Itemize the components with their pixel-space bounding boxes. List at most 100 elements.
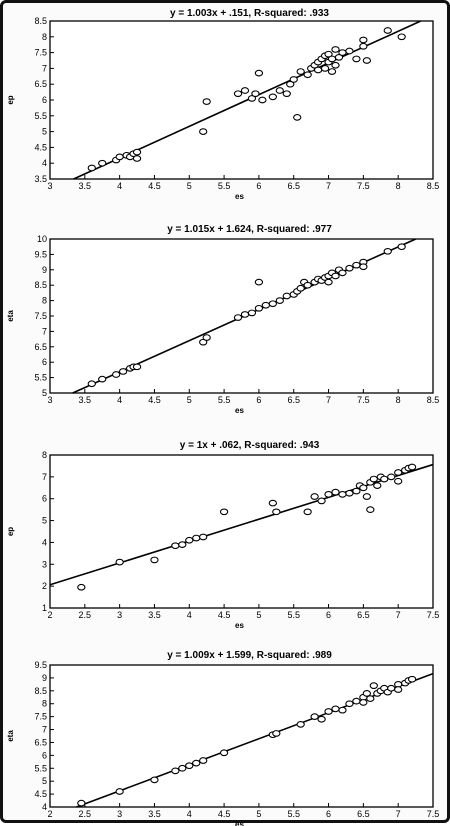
y-tick-label: 2 — [42, 581, 47, 591]
data-point — [118, 368, 128, 375]
data-point — [407, 463, 417, 471]
y-tick-label: 8.5 — [34, 280, 47, 290]
y-axis-label: ep — [6, 95, 15, 104]
data-point — [77, 799, 86, 807]
x-tick-label: 6.5 — [357, 809, 370, 819]
y-tick-label: 5 — [42, 776, 47, 786]
data-point — [254, 278, 264, 286]
data-point — [352, 55, 361, 63]
data-point — [352, 261, 361, 269]
data-point — [296, 721, 305, 728]
data-point — [132, 155, 142, 162]
y-tick-label: 8.5 — [34, 16, 47, 26]
y-tick-label: 6 — [42, 357, 47, 367]
y-tick-label: 7.5 — [34, 712, 47, 722]
data-point — [338, 706, 347, 714]
y-tick-label: 5.5 — [34, 111, 47, 121]
data-point — [359, 699, 368, 706]
data-point — [380, 475, 389, 483]
data-point — [369, 475, 378, 483]
data-point — [296, 284, 305, 292]
data-point — [150, 556, 159, 564]
x-tick-label: 2.5 — [79, 809, 92, 819]
data-point — [282, 292, 291, 300]
data-point — [202, 98, 211, 105]
data-point — [199, 128, 208, 135]
x-tick-label: 7 — [396, 809, 401, 819]
data-point — [261, 301, 271, 309]
data-point — [272, 508, 281, 516]
y-tick-label: 4 — [42, 537, 47, 547]
x-tick-label: 3.5 — [148, 610, 161, 620]
data-point — [254, 304, 264, 312]
data-point — [327, 55, 337, 63]
data-point — [397, 33, 406, 41]
y-tick-label: 10 — [37, 234, 47, 244]
data-point — [233, 314, 243, 321]
y-tick-label: 5 — [42, 516, 47, 526]
data-point — [383, 247, 392, 255]
data-point — [345, 264, 354, 272]
data-point — [394, 686, 403, 693]
data-point — [324, 708, 333, 715]
data-point — [192, 534, 201, 542]
data-point — [352, 487, 361, 495]
x-axis-label: es — [235, 820, 244, 826]
x-tick-label: 7.5 — [427, 809, 440, 819]
data-point — [324, 490, 333, 498]
y-tick-label: 5.5 — [34, 373, 47, 383]
data-point — [407, 675, 417, 683]
chart-title: y = 1.015x + 1.624, R-squared: .977 — [167, 224, 332, 235]
data-point — [369, 682, 378, 690]
x-tick-label: 3 — [47, 181, 52, 191]
y-tick-label: 9.5 — [34, 660, 47, 670]
x-tick-label: 7.5 — [357, 395, 370, 405]
data-point — [219, 508, 229, 516]
plot-area — [49, 20, 434, 180]
data-point — [310, 493, 319, 500]
data-point — [362, 493, 371, 500]
y-tick-label: 7 — [42, 63, 47, 73]
data-point — [202, 334, 211, 341]
y-tick-label: 4.5 — [34, 142, 47, 152]
x-tick-label: 5.5 — [218, 395, 231, 405]
x-tick-label: 6.5 — [287, 395, 300, 405]
x-axis-label: es — [235, 406, 244, 415]
data-point — [87, 380, 96, 388]
x-tick-label: 5.5 — [287, 610, 300, 620]
data-point — [394, 477, 403, 485]
y-tick-label: 8 — [42, 699, 47, 709]
x-tick-label: 7 — [326, 395, 331, 405]
data-point — [359, 42, 368, 50]
x-tick-label: 4 — [187, 610, 192, 620]
data-point — [338, 269, 347, 277]
data-point — [345, 47, 354, 55]
data-point — [268, 499, 277, 507]
x-axis-label: es — [235, 621, 244, 630]
data-point — [185, 762, 194, 770]
data-point — [199, 533, 208, 541]
x-tick-label: 7.5 — [357, 181, 370, 191]
data-point — [247, 309, 257, 317]
data-point — [240, 311, 250, 318]
data-point — [366, 506, 375, 513]
regression-line — [76, 672, 434, 808]
data-point — [282, 90, 291, 98]
data-point — [132, 363, 142, 371]
x-tick-label: 4.5 — [148, 181, 161, 191]
data-point — [171, 767, 180, 775]
data-point — [317, 497, 326, 505]
y-tick-label: 9 — [42, 673, 47, 683]
data-point — [115, 153, 124, 161]
y-tick-label: 6.5 — [34, 79, 47, 89]
data-point — [383, 27, 392, 34]
data-point — [219, 749, 229, 757]
data-point — [115, 788, 124, 795]
data-point — [233, 90, 243, 98]
chart-4: y = 1.009x + 1.599, R-squared: .989 2 2.5 3… — [6, 650, 439, 826]
x-tick-label: 3.5 — [148, 809, 161, 819]
data-point — [268, 300, 277, 308]
y-axis-label: ep — [6, 527, 15, 536]
x-tick-label: 3 — [117, 610, 122, 620]
